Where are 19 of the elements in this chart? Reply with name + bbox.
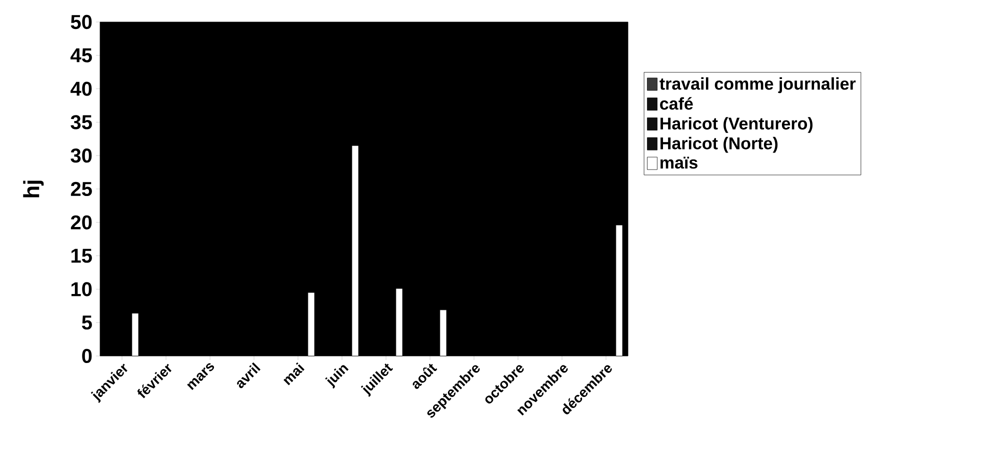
y-tick-label: 40 <box>70 82 92 96</box>
legend-label: Haricot (Venturero) <box>660 117 813 133</box>
x-tick-label: mai <box>284 362 304 386</box>
y-tick-label: 0 <box>82 348 92 364</box>
x-tick-label: juin <box>325 365 349 389</box>
legend-label: Haricot (Norte) <box>660 136 778 153</box>
y-tick-label: 15 <box>71 248 92 263</box>
y-axis-title: hj <box>23 180 44 198</box>
legend-label: maïs <box>660 156 698 169</box>
y-tick-label: 10 <box>71 282 92 296</box>
legend-label: travail comme journalier <box>660 77 856 94</box>
legend-label: café <box>660 97 693 110</box>
y-tick-label: 20 <box>70 215 92 230</box>
y-tick-label: 45 <box>70 48 92 62</box>
y-tick-label: 5 <box>82 316 92 330</box>
y-tick-label: 30 <box>70 148 92 163</box>
y-tick-label: 35 <box>70 115 92 130</box>
y-tick-label: 50 <box>70 14 92 30</box>
y-tick-label: 25 <box>70 182 92 196</box>
